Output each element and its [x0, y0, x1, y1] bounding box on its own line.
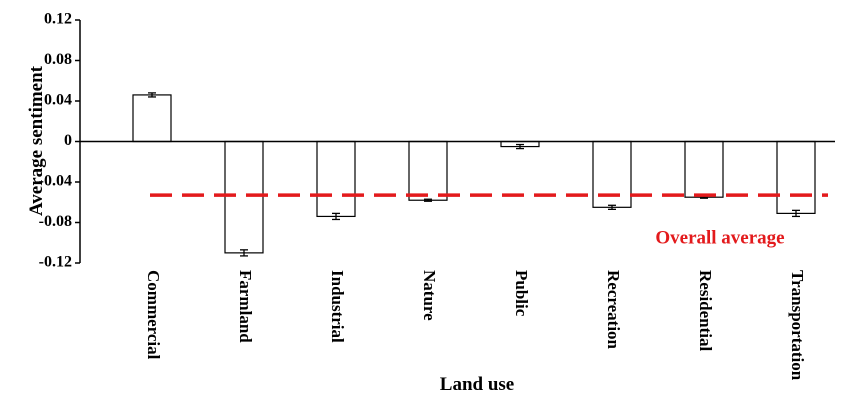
- error-bar: [148, 92, 156, 98]
- x-tick-label: Nature: [420, 270, 439, 321]
- y-tick-label: -0.04: [39, 173, 72, 190]
- reference-label: Overall average: [655, 227, 784, 248]
- y-tick-label: 0: [64, 132, 72, 149]
- y-axis-title: Average sentiment: [26, 65, 47, 216]
- y-tick-label: -0.12: [39, 254, 72, 271]
- bar: [224, 140, 264, 254]
- error-bar: [516, 143, 524, 150]
- y-tick-label: 0.04: [44, 92, 72, 109]
- error-bar: [424, 198, 432, 202]
- bar: [316, 140, 356, 218]
- x-tick-label: Industrial: [328, 270, 347, 343]
- y-tick-label: 0.12: [44, 11, 72, 28]
- x-tick-label: Residential: [696, 270, 715, 352]
- bar: [592, 140, 632, 208]
- x-tick-label: Public: [512, 270, 531, 317]
- x-axis-title: Land use: [440, 374, 514, 395]
- bar: [684, 140, 724, 198]
- bar: [132, 94, 172, 143]
- y-tick-label: 0.08: [44, 51, 72, 68]
- error-bar: [608, 204, 616, 210]
- x-tick-label: Transportation: [788, 270, 807, 381]
- error-bar: [792, 209, 800, 218]
- bar: [408, 140, 448, 201]
- error-bar: [332, 212, 340, 221]
- bar: [776, 140, 816, 214]
- error-bar: [240, 249, 248, 257]
- x-tick-label: Recreation: [604, 270, 623, 350]
- x-tick-label: Commercial: [144, 270, 163, 360]
- x-tick-label: Farmland: [236, 270, 255, 343]
- y-tick-label: -0.08: [39, 213, 72, 230]
